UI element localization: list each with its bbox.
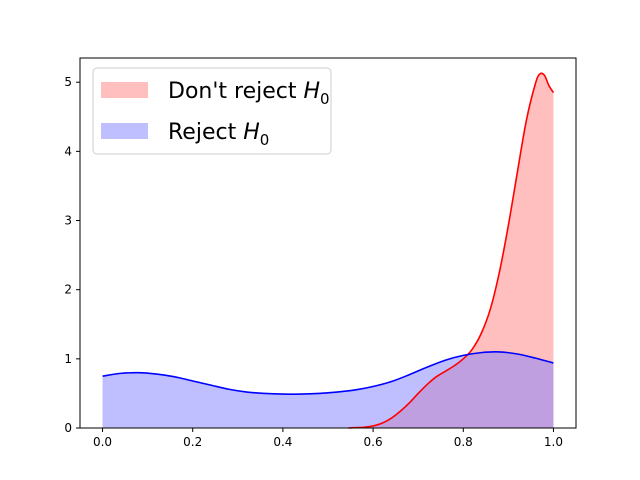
x-axis: 0.0 0.2 0.4 0.6 0.8 1.0 — [93, 428, 563, 449]
y-tick-label: 5 — [64, 75, 72, 89]
legend-swatch-0 — [101, 82, 148, 98]
legend-label-0: Don't reject H0 — [168, 79, 330, 108]
x-tick-label: 0.2 — [183, 435, 202, 449]
legend-label-text: Reject — [168, 120, 243, 145]
y-tick-label: 1 — [64, 352, 72, 366]
series-0-line — [348, 72, 555, 429]
lines-layer — [102, 72, 555, 429]
x-tick-label: 0.8 — [454, 435, 473, 449]
legend-label-1: Reject H0 — [168, 120, 269, 149]
legend-label-subscript: 0 — [260, 131, 270, 149]
y-tick-label: 4 — [64, 144, 72, 158]
x-tick-label: 0.4 — [273, 435, 292, 449]
axes-frame — [79, 57, 577, 429]
fills-layer — [102, 73, 554, 428]
y-tick-label: 3 — [64, 214, 72, 228]
y-tick-label: 0 — [64, 421, 72, 435]
x-tick-label: 0.6 — [364, 435, 383, 449]
legend-label-symbol: H — [243, 120, 260, 145]
x-tick-label: 1.0 — [544, 435, 563, 449]
legend-label-symbol: H — [303, 79, 320, 104]
series-1-area — [102, 351, 554, 428]
legend-label-subscript: 0 — [320, 90, 330, 108]
x-tick-label: 0.0 — [93, 435, 112, 449]
legend-label-text: Don't reject — [168, 79, 303, 104]
series-1-line — [102, 351, 554, 395]
y-axis: 0 1 2 3 4 5 — [64, 75, 80, 435]
series-0-area — [348, 73, 554, 428]
legend-box — [92, 67, 332, 155]
y-tick-label: 2 — [64, 283, 72, 297]
legend-swatch-1 — [101, 123, 148, 139]
